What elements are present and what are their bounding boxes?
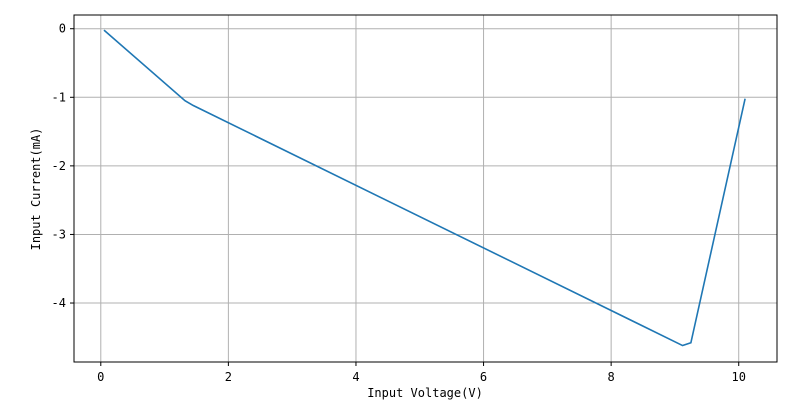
x-tick-label: 0 xyxy=(97,370,104,384)
data-line xyxy=(103,29,746,347)
y-tick-label: -3 xyxy=(52,227,66,241)
plot-frame xyxy=(73,14,778,363)
y-tick-label: 0 xyxy=(59,22,66,36)
y-tick-label: -4 xyxy=(52,296,66,310)
x-tick-label: 2 xyxy=(225,370,232,384)
x-tick-label: 4 xyxy=(352,370,359,384)
x-axis-label: Input Voltage(V) xyxy=(367,386,483,400)
y-tick-label: -2 xyxy=(52,159,66,173)
x-tick-label: 8 xyxy=(608,370,615,384)
y-axis-label: Input Current(mA) xyxy=(29,128,43,251)
x-tick-label: 10 xyxy=(731,370,745,384)
x-tick-label: 6 xyxy=(480,370,487,384)
y-tick-label: -1 xyxy=(52,90,66,104)
